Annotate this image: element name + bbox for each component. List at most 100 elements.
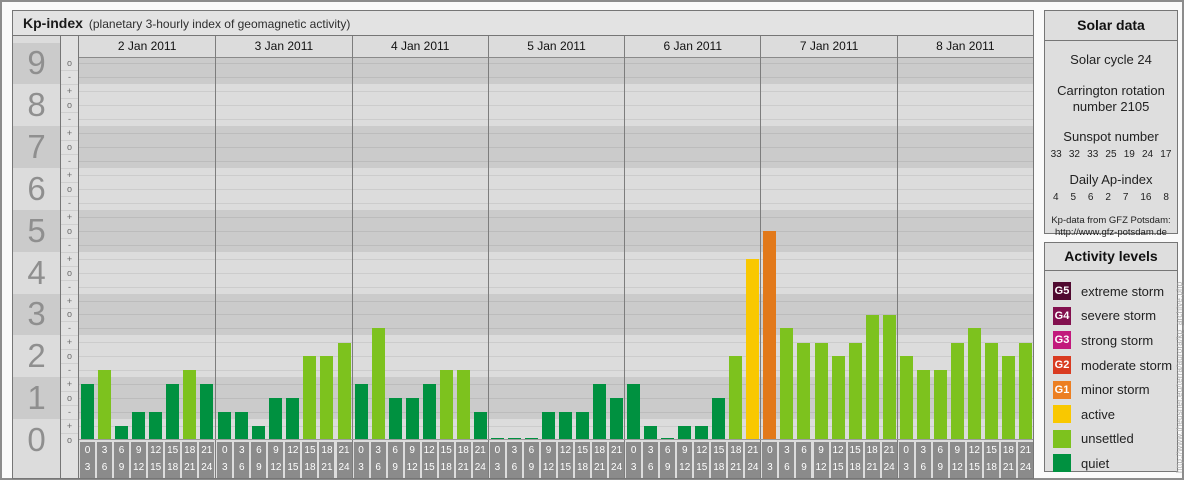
interval-hour: 6: [784, 462, 790, 473]
interval-hour: 24: [747, 462, 759, 473]
interval-hour: 15: [968, 462, 980, 473]
interval-hour: 6: [920, 462, 927, 473]
interval-hour: 9: [392, 462, 398, 473]
kp-bar: [695, 426, 709, 440]
y-subtick-divider: [61, 405, 78, 407]
interval-tick-label: 15 18: [847, 442, 863, 478]
interval-hour: 9: [664, 462, 671, 473]
interval-hour: 3: [222, 462, 228, 473]
interval-tick-label: 15 18: [302, 442, 318, 478]
y-subtick-label: o: [66, 100, 72, 111]
y-subtick-divider: [61, 181, 78, 183]
kp-bar: [950, 342, 964, 440]
interval-hour: 18: [866, 445, 878, 456]
interval-hour: 0: [767, 445, 773, 456]
interval-hour: 12: [815, 462, 827, 473]
interval-hour: 15: [304, 445, 316, 456]
interval-tick-label: 15 18: [438, 442, 454, 478]
y-subtick-divider: [61, 349, 78, 351]
y-subtick-label: o: [66, 142, 72, 153]
interval-tick-label: 18 21: [182, 442, 198, 478]
interval-tick-label: 9 12: [949, 442, 965, 478]
interval-tick-label: 21 24: [745, 442, 761, 478]
interval-hour: 21: [338, 445, 350, 456]
kp-bar: [558, 412, 572, 440]
kp-bar: [456, 370, 470, 440]
interval-hour: 21: [594, 462, 606, 473]
interval-hour: 9: [954, 445, 961, 456]
interval-hour: 18: [985, 462, 997, 473]
y-tick-label: 5: [27, 211, 46, 249]
gridline: [79, 370, 1033, 372]
plot-area: [79, 58, 1033, 440]
interval-hour: 18: [167, 462, 179, 473]
y-axis-sub-ticks: o + - o + - o + - o + - o + - o + - o + - o + - o + - o: [61, 36, 79, 478]
y-band: [13, 377, 60, 420]
kp-bar: [967, 328, 981, 440]
interval-hour: 3: [767, 462, 773, 473]
interval-hour: 6: [647, 462, 654, 473]
y-subtick-label: +: [66, 337, 73, 348]
carrington-line2: number 2105: [1072, 99, 1150, 114]
kp-bar: [763, 230, 777, 440]
gridline: [79, 286, 1033, 288]
y-subtick-divider: [61, 293, 78, 295]
interval-hour: 21: [201, 445, 213, 456]
interval-hour: 18: [730, 445, 742, 456]
kp-bar: [593, 384, 607, 440]
y-subtick-divider: [61, 419, 78, 421]
day-column: 6 Jan 2011 0 3 3 6 6 9 9 12 12 15 15 18 18 21 21 24: [624, 36, 761, 478]
sunspot-value: 17: [1160, 149, 1172, 160]
kp-bar: [712, 398, 726, 440]
interval-hour: 15: [713, 445, 725, 456]
gridline: [79, 105, 1033, 107]
y-tick-label: 9: [27, 44, 46, 82]
gridline: [79, 412, 1033, 414]
y-subtick-label: -: [68, 323, 71, 334]
interval-tick-label: 21 24: [472, 442, 488, 478]
y-subtick-divider: [61, 126, 78, 128]
kp-bar: [81, 384, 94, 440]
interval-hour: 12: [270, 462, 282, 473]
y-tick-label: 4: [27, 253, 46, 291]
interval-hour: 6: [937, 445, 944, 456]
gridline: [79, 398, 1033, 400]
quiet-swatch: [1053, 454, 1071, 473]
sunspot-title: Sunspot number: [1063, 129, 1159, 144]
carrington-line1: Carrington rotation: [1057, 83, 1165, 98]
solar-data-panel: Solar data Solar cycle 24 Carrington rot…: [1044, 10, 1178, 238]
interval-hour: 24: [1019, 462, 1032, 473]
y-subtick-divider: [61, 112, 78, 114]
legend-item: quiet: [1053, 451, 1177, 476]
kp-bar: [610, 398, 624, 440]
interval-hour: 21: [611, 445, 623, 456]
y-subtick-label: o: [66, 435, 72, 445]
interval-hour: 24: [474, 462, 486, 473]
interval-hour: 24: [338, 462, 350, 473]
y-band: [13, 126, 60, 169]
x-axis-baseline: [79, 439, 1033, 440]
interval-hour: 18: [594, 445, 606, 456]
y-subtick-divider: [61, 265, 78, 267]
interval-hour: 12: [559, 445, 572, 456]
interval-hour: 3: [920, 445, 927, 456]
sunspot-value: 33: [1087, 149, 1099, 160]
interval-hour: 6: [375, 462, 381, 473]
y-subtick-label: o: [66, 183, 72, 194]
kp-source-line1: Kp-data from GFZ Potsdam:: [1051, 215, 1171, 226]
y-tick-label: 1: [27, 379, 46, 417]
interval-tick-label: 12 15: [830, 442, 846, 478]
interval-hour: 6: [256, 445, 262, 456]
sunspot-value: 24: [1141, 149, 1154, 160]
gridline: [79, 258, 1033, 260]
sunspot-value: 32: [1068, 149, 1080, 160]
active-swatch: [1053, 405, 1071, 424]
interval-tick-label: 21 24: [1017, 442, 1033, 478]
chart-title-bar: Kp-index (planetary 3-hourly index of geo…: [13, 11, 1033, 36]
g3-badge: G3: [1053, 331, 1071, 350]
y-subtick-label: -: [68, 281, 71, 292]
